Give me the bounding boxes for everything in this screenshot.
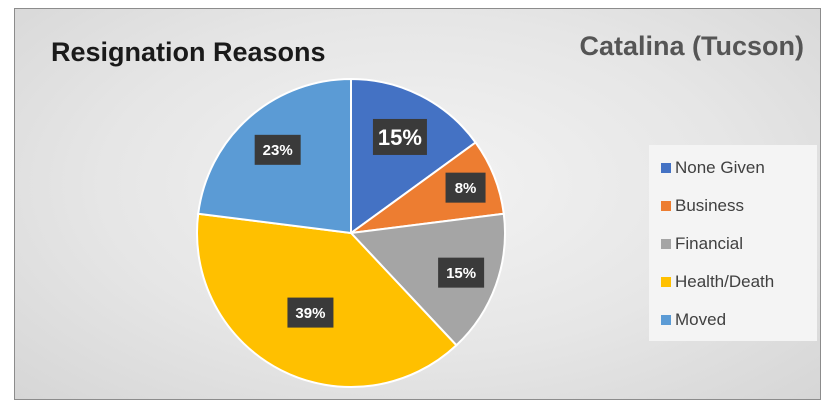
legend-swatch (661, 277, 671, 287)
chart-title: Resignation Reasons (51, 37, 326, 67)
legend-item-none-given: None Given (661, 158, 765, 178)
legend-item-financial: Financial (661, 234, 743, 254)
legend-item-moved: Moved (661, 310, 726, 330)
legend: None Given Business Financial Health/Death M… (649, 145, 817, 341)
data-label-financial: 15% (438, 257, 485, 288)
chart-area: Resignation Reasons Catalina (Tucson) 15… (14, 8, 821, 400)
svg-text:39%: 39% (295, 305, 325, 322)
svg-text:15%: 15% (378, 125, 422, 150)
legend-label: Health/Death (675, 272, 775, 291)
data-label-health-death: 39% (287, 297, 334, 328)
legend-swatch (661, 163, 671, 173)
legend-item-business: Business (661, 196, 744, 216)
legend-label: Financial (675, 234, 744, 253)
pie-slice-none-given (350, 77, 477, 235)
data-label-moved: 23% (254, 134, 301, 165)
pie-slice-financial (348, 212, 506, 347)
pie-chart: 15% 8% 15% 39% 23% (196, 77, 506, 388)
legend-label: Business (675, 196, 744, 215)
data-label-business: 8% (445, 172, 486, 203)
svg-text:23%: 23% (263, 142, 293, 159)
legend-swatch (661, 239, 671, 249)
chart-subtitle: Catalina (Tucson) (579, 31, 804, 61)
legend-swatch (661, 201, 671, 211)
legend-swatch (661, 315, 671, 325)
svg-text:15%: 15% (446, 265, 476, 282)
data-label-none-given: 15% (372, 118, 427, 155)
legend-item-health-death: Health/Death (661, 272, 774, 292)
svg-text:8%: 8% (455, 180, 477, 197)
legend-label: None Given (675, 158, 765, 177)
legend-label: Moved (675, 310, 727, 329)
